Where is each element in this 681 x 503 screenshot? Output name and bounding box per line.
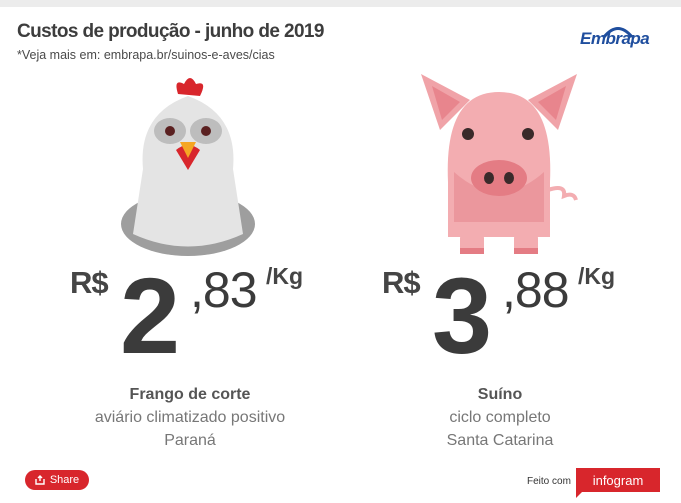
pig-eye-icon — [522, 128, 534, 140]
share-label: Share — [49, 474, 80, 486]
chicken-body — [133, 96, 243, 247]
price-decimal: ,88 — [502, 262, 570, 318]
price-decimal: ,83 — [190, 262, 258, 318]
chicken-comb-icon — [176, 78, 204, 96]
currency-symbol: R$ — [382, 265, 421, 300]
caption-pig: Suíno ciclo completo Santa Catarina — [370, 386, 630, 450]
top-bar — [0, 0, 681, 7]
price-unit: /Kg — [578, 263, 616, 289]
price-integer: 3 — [432, 255, 492, 376]
share-button[interactable]: Share — [25, 470, 89, 490]
price-chicken: R$ 2 ,83 /Kg — [70, 255, 330, 375]
product-name: Suíno — [477, 386, 523, 403]
caption-chicken: Frango de corte aviário climatizado posi… — [60, 386, 320, 450]
pig-tail-icon — [547, 186, 578, 201]
chicken-eye-icon — [201, 126, 211, 136]
currency-symbol: R$ — [70, 265, 109, 300]
pig-snout-icon — [471, 160, 527, 196]
price-unit: /Kg — [266, 263, 304, 289]
logo-text: Embrapa — [580, 29, 650, 48]
product-region: Santa Catarina — [446, 432, 554, 449]
embrapa-logo: Embrapa — [580, 24, 658, 54]
chicken-beak-icon — [180, 142, 196, 158]
infogram-link[interactable]: infogram — [576, 468, 660, 492]
infogram-label: infogram — [592, 472, 644, 488]
product-detail: aviário climatizado positivo — [94, 409, 286, 426]
page-subtitle: *Veja mais em: embrapa.br/suinos-e-aves/… — [17, 48, 275, 62]
chicken-illustration — [121, 78, 255, 256]
infogram-badge-tail — [576, 490, 584, 498]
logo-arc-icon — [602, 27, 634, 38]
product-region: Paraná — [164, 432, 216, 449]
page-title: Custos de produção - junho de 2019 — [17, 21, 324, 42]
pig-illustration — [421, 74, 578, 254]
share-icon — [35, 475, 45, 485]
product-detail: ciclo completo — [449, 409, 551, 426]
price-pig: R$ 3 ,88 /Kg — [382, 255, 642, 375]
pig-eye-icon — [462, 128, 474, 140]
made-with-label: Feito com — [527, 476, 571, 487]
price-integer: 2 — [120, 255, 180, 376]
chicken-eye-icon — [165, 126, 175, 136]
product-name: Frango de corte — [129, 386, 251, 403]
